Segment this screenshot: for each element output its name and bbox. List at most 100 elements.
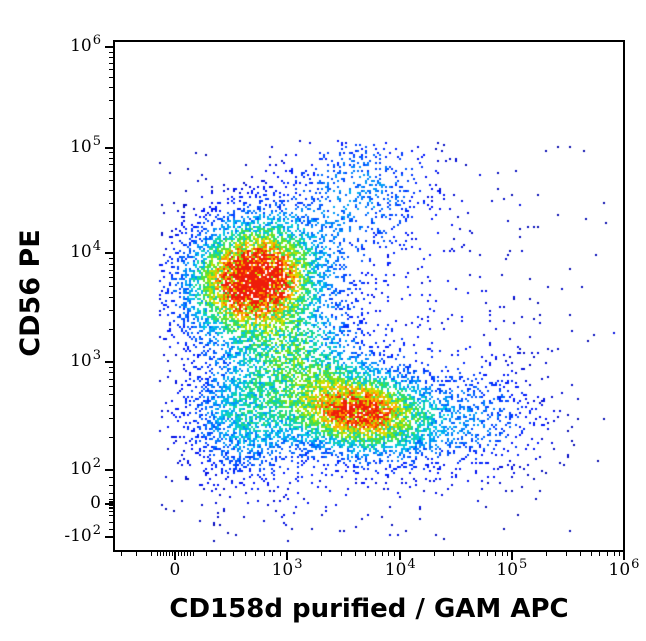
- y-minor-tick: [109, 171, 113, 173]
- tick-label-exponent: 2: [92, 523, 101, 539]
- y-minor-tick: [109, 99, 113, 101]
- x-minor-tick: [579, 552, 581, 556]
- scatter-canvas: [115, 42, 623, 550]
- y-tick-label: 0: [0, 493, 101, 513]
- x-tick-label: 0: [133, 560, 217, 580]
- x-minor-tick: [187, 552, 189, 556]
- y-minor-tick: [109, 152, 113, 154]
- x-major-tick: [622, 552, 625, 560]
- tick-label-exponent: 3: [92, 348, 101, 364]
- plot-area: [113, 40, 625, 552]
- x-minor-tick: [172, 552, 174, 556]
- x-minor-tick: [190, 552, 192, 556]
- x-minor-tick: [245, 552, 247, 556]
- x-major-tick: [173, 552, 176, 560]
- y-major-tick: [105, 502, 113, 505]
- y-minor-tick: [109, 506, 113, 508]
- y-minor-tick: [109, 405, 113, 407]
- tick-label-base: 10: [271, 560, 294, 580]
- y-axis-title: CD56 PE: [15, 229, 46, 357]
- y-minor-tick: [109, 372, 113, 374]
- y-minor-tick: [109, 179, 113, 181]
- tick-label-exponent: 6: [92, 33, 101, 49]
- y-minor-tick: [109, 221, 113, 223]
- y-major-tick: [105, 536, 113, 539]
- x-minor-tick: [193, 552, 195, 556]
- x-minor-tick: [264, 552, 266, 556]
- x-minor-tick: [157, 552, 159, 556]
- x-minor-tick: [340, 552, 342, 556]
- y-minor-tick: [109, 502, 113, 504]
- x-minor-tick: [607, 552, 609, 556]
- x-minor-tick: [178, 552, 180, 556]
- x-minor-tick: [546, 552, 548, 556]
- y-minor-tick: [109, 269, 113, 271]
- y-minor-tick: [109, 500, 113, 502]
- tick-label-exponent: 4: [92, 238, 101, 254]
- x-minor-tick: [394, 552, 396, 556]
- tick-label-base: 10: [70, 241, 92, 262]
- x-minor-tick: [382, 552, 384, 556]
- y-tick-label: 104: [0, 238, 101, 264]
- tick-label-base: 0: [169, 560, 181, 580]
- x-minor-tick: [166, 552, 168, 556]
- x-minor-tick: [181, 552, 183, 556]
- y-minor-tick: [109, 190, 113, 192]
- y-minor-tick: [109, 394, 113, 396]
- y-minor-tick: [109, 69, 113, 71]
- tick-label-exponent: 3: [294, 557, 303, 572]
- x-minor-tick: [279, 552, 281, 556]
- x-minor-tick: [136, 552, 138, 556]
- tick-label-exponent: 2: [92, 456, 101, 472]
- tick-label-exponent: 5: [519, 557, 528, 572]
- y-minor-tick: [109, 203, 113, 205]
- y-major-tick: [105, 147, 113, 150]
- x-tick-label: 106: [582, 557, 646, 582]
- y-minor-tick: [109, 56, 113, 58]
- y-minor-tick: [109, 296, 113, 298]
- y-minor-tick: [109, 285, 113, 287]
- tick-label-exponent: 6: [631, 557, 640, 572]
- y-minor-tick: [109, 528, 113, 530]
- y-minor-tick: [109, 378, 113, 380]
- tick-label-exponent: 5: [92, 134, 101, 150]
- y-minor-tick: [109, 521, 113, 523]
- y-major-tick: [105, 46, 113, 49]
- x-tick-label: 105: [470, 557, 554, 582]
- y-minor-tick: [109, 477, 113, 479]
- x-minor-tick: [354, 552, 356, 556]
- x-axis-title: CD158d purified / GAM APC: [169, 594, 569, 624]
- x-minor-tick: [160, 552, 162, 556]
- y-minor-tick: [109, 62, 113, 64]
- x-minor-tick: [467, 552, 469, 556]
- x-minor-tick: [365, 552, 367, 556]
- x-minor-tick: [494, 552, 496, 556]
- y-minor-tick: [109, 493, 113, 495]
- x-minor-tick: [487, 552, 489, 556]
- tick-label-base: 10: [384, 560, 407, 580]
- x-minor-tick: [184, 552, 186, 556]
- tick-label-base: 0: [90, 492, 101, 513]
- x-minor-tick: [232, 552, 234, 556]
- y-minor-tick: [109, 515, 113, 517]
- y-minor-tick: [109, 309, 113, 311]
- y-minor-tick: [109, 499, 113, 501]
- x-minor-tick: [374, 552, 376, 556]
- x-minor-tick: [169, 552, 171, 556]
- x-minor-tick: [434, 552, 436, 556]
- y-minor-tick: [109, 367, 113, 369]
- y-tick-label: -102: [0, 523, 101, 548]
- x-minor-tick: [150, 552, 152, 556]
- tick-label-base: 10: [70, 36, 92, 57]
- x-major-tick: [510, 552, 513, 560]
- tick-label-exponent: 4: [407, 557, 416, 572]
- x-minor-tick: [507, 552, 509, 556]
- x-minor-tick: [590, 552, 592, 556]
- y-minor-tick: [109, 437, 113, 439]
- x-minor-tick: [320, 552, 322, 556]
- y-minor-tick: [109, 87, 113, 89]
- x-minor-tick: [501, 552, 503, 556]
- y-tick-label: 106: [0, 33, 101, 58]
- tick-label-base: 10: [70, 459, 92, 480]
